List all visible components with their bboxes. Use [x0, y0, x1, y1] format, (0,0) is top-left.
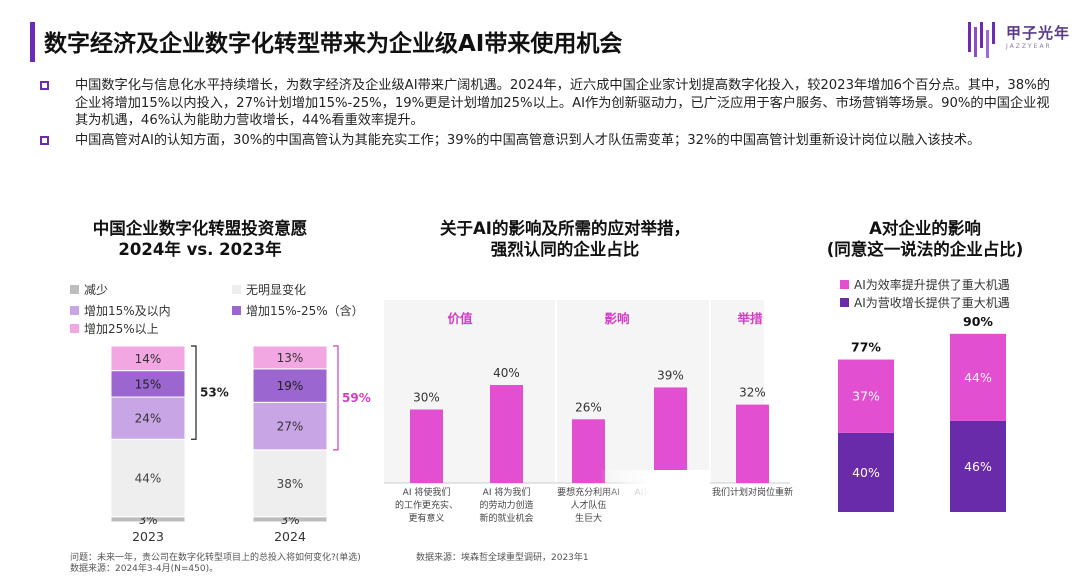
x-tick-label: 的工作更充实、 — [395, 499, 458, 511]
legend-label: 无明显变化 — [246, 283, 307, 297]
bar-segment — [838, 359, 894, 433]
title-line: 2024年 vs. 2023年 — [118, 240, 282, 259]
value-label: 14% — [135, 352, 162, 366]
value-label: 30% — [413, 391, 440, 405]
fade-overlay — [600, 470, 710, 560]
x-tick-label: 更有意义 — [408, 512, 444, 524]
legend-item: 无明显变化 — [232, 281, 306, 298]
logo-text: 甲子光年 — [1006, 24, 1071, 42]
x-tick-label: 2024 — [274, 529, 306, 544]
bar-segment — [110, 438, 186, 518]
title-line: 中国企业数字化转盟投资意愿 — [92, 219, 308, 238]
legend-item: AI为效率提升提供了重大机遇 — [840, 276, 1010, 293]
total-label: 90% — [963, 314, 993, 329]
page-title: 数字经济及企业数字化转型带来为企业级AI带来使用机会 — [44, 31, 623, 57]
legend-label: 增加25%以上 — [84, 322, 159, 336]
footnote-question: 问题：未来一年，贵公司在数字化转型项目上的总投入将如何变化?(单选) — [70, 553, 361, 563]
value-label: 39% — [657, 368, 684, 382]
legend-swatch — [840, 280, 849, 289]
title-line: 关于AI的影响及所需的应对举措， — [440, 219, 690, 238]
bar — [654, 387, 687, 483]
value-label: 37% — [852, 389, 880, 404]
footnote-left: 问题：未来一年，贵公司在数字化转型项目上的总投入将如何变化?(单选) 数据来源：… — [70, 553, 361, 575]
legend-item: 增加15%及以内 — [70, 302, 171, 319]
title-accent-bar — [30, 22, 35, 62]
summary-bullets: 中国数字化与信息化水平持续增长，为数字经济及企业级AI带来广阔机遇。2024年，… — [40, 77, 1055, 151]
footnote-source: 数据来源：2024年3-4月(N=450)。 — [70, 564, 219, 574]
value-label: 46% — [964, 459, 992, 474]
bracket-total-label: 59% — [342, 391, 371, 405]
legend-swatch — [70, 285, 79, 294]
logo-subtext: JAZZYEAR — [1006, 43, 1052, 50]
value-label: 32% — [739, 386, 766, 400]
legend-item: AI为营收增长提供了重大机遇 — [840, 294, 1010, 311]
x-tick-label: 人才队伍 — [570, 499, 606, 511]
x-tick-label: AI 将为我们 — [483, 486, 531, 498]
legend-item: 增加15%-25%（含） — [232, 302, 364, 319]
value-label: 26% — [575, 400, 602, 414]
value-label: 40% — [493, 366, 520, 380]
value-label: 19% — [277, 379, 304, 393]
footnote-mid: 数据来源：埃森哲全球重型调研，2023年1 — [416, 553, 589, 563]
bullet-item: 中国数字化与信息化水平持续增长，为数字经济及企业级AI带来广阔机遇。2024年，… — [40, 77, 1055, 130]
bracket-total-label: 53% — [200, 386, 229, 400]
legend-label: 增加15%及以内 — [84, 304, 171, 318]
value-label: 13% — [277, 351, 304, 365]
bracket-line — [333, 345, 339, 451]
legend-item: 减少 — [70, 281, 108, 298]
legend-label: AI为效率提升提供了重大机遇 — [854, 278, 1010, 292]
chart3-title: A对企业的影响 (同意这一说法的企业占比) — [780, 218, 1070, 260]
bullet-square-icon — [40, 135, 49, 145]
value-label: 38% — [277, 477, 304, 491]
bar — [572, 419, 605, 483]
title-line: 强烈认同的企业占比 — [490, 240, 640, 259]
legend-swatch — [232, 306, 241, 315]
legend-label: 减少 — [84, 283, 109, 297]
x-tick-label: AI 将使我们 — [403, 486, 451, 498]
bar-segment — [950, 420, 1006, 512]
chart1-title: 中国企业数字化转盟投资意愿 2024年 vs. 2023年 — [60, 218, 340, 260]
value-label: 40% — [852, 465, 880, 480]
legend-swatch — [840, 298, 849, 307]
value-label: 15% — [135, 377, 162, 391]
bar — [490, 385, 523, 483]
value-label: 24% — [135, 412, 162, 426]
bar — [410, 409, 443, 483]
jazzyear-logo-icon — [968, 22, 995, 58]
x-tick-label: 新的就业机会 — [479, 512, 533, 524]
legend-swatch — [232, 285, 241, 294]
total-label: 77% — [851, 340, 881, 355]
value-label: 44% — [135, 472, 162, 486]
bar-segment — [838, 432, 894, 512]
title-line: A对企业的影响 — [869, 219, 981, 238]
value-label: 44% — [964, 370, 992, 385]
bracket-line — [191, 345, 197, 440]
bar-segment — [110, 396, 186, 440]
group-label: 价值 — [447, 311, 473, 326]
legend-item: 增加25%以上 — [70, 320, 159, 337]
bullet-square-icon — [40, 81, 49, 90]
bullet-item: 中国高管对AI的认知方面，30%的中国高管认为其能充实工作；39%的中国高管意识… — [40, 132, 1055, 150]
chart2-title: 关于AI的影响及所需的应对举措， 强烈认同的企业占比 — [385, 218, 745, 260]
legend-label: 增加15%-25%（含） — [246, 304, 364, 318]
group-label: 举措 — [736, 311, 763, 326]
title-line: (同意这一说法的企业占比) — [826, 240, 1024, 259]
x-tick-label: 生巨大 — [575, 512, 602, 524]
legend-swatch — [70, 306, 79, 315]
bar-segment — [950, 333, 1006, 421]
group-label: 影响 — [604, 311, 629, 326]
bullet-text: 中国数字化与信息化水平持续增长，为数字经济及企业级AI带来广阔机遇。2024年，… — [75, 78, 1050, 128]
bar-segment — [252, 345, 328, 370]
value-label: 27% — [277, 420, 304, 434]
legend-swatch — [70, 324, 79, 333]
bar — [736, 404, 769, 483]
bullet-text: 中国高管对AI的认知方面，30%的中国高管认为其能充实工作；39%的中国高管意识… — [75, 132, 981, 148]
x-tick-label: 的劳动力创造 — [479, 499, 533, 511]
x-tick-label: 2023 — [132, 529, 164, 544]
legend-label: AI为营收增长提供了重大机遇 — [854, 296, 1010, 310]
x-tick-label: 我们计划对岗位重新 — [712, 486, 793, 498]
bar-segment — [110, 345, 186, 372]
